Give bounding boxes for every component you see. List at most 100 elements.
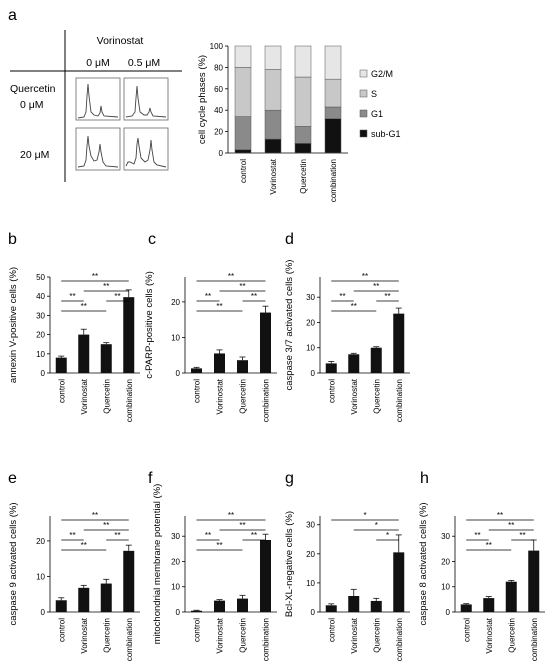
y-tick-label: 0	[219, 149, 224, 158]
bar	[214, 600, 225, 612]
y-tick-label: 10	[171, 333, 180, 342]
x-tick-label: Vorinostat	[350, 378, 359, 414]
y-tick-label: 50	[36, 273, 45, 282]
x-tick-label: combination	[262, 618, 271, 661]
y-tick-label: 20	[306, 318, 315, 327]
y-tick-label: 10	[36, 350, 45, 359]
bar-segment	[324, 45, 342, 80]
y-tick-label: 60	[214, 85, 223, 94]
bar-segment	[294, 126, 312, 144]
x-tick-label: control	[327, 379, 336, 403]
y-tick-label: 20	[36, 331, 45, 340]
bar	[78, 334, 90, 373]
bar-segment	[324, 118, 342, 154]
y-tick-label: 0	[41, 608, 46, 617]
x-tick-label: control	[327, 618, 336, 642]
flow-col-label-0: 0 μM	[86, 57, 110, 69]
y-axis-label: Bcl-XL-negative cells (%)	[284, 511, 295, 617]
flow-histogram-vorinostat	[123, 77, 169, 121]
x-tick-label: Vorinostat	[269, 158, 278, 194]
bar	[528, 550, 540, 612]
y-tick-label: 30	[171, 532, 180, 541]
bar-segment	[234, 67, 252, 117]
y-tick-label: 10	[171, 583, 180, 592]
significance-label: **	[103, 282, 109, 291]
x-tick-label: control	[57, 618, 66, 642]
chart-panel-e: 0 10 20 caspase 9 activated cells (%) contro…	[8, 502, 140, 661]
y-tick-label: 30	[441, 532, 450, 541]
significance-label: **	[69, 292, 75, 301]
bar	[348, 596, 360, 612]
y-axis-label: cell cycle phases (%)	[197, 55, 208, 144]
significance-label: **	[239, 282, 245, 291]
bar-segment	[234, 149, 252, 154]
x-tick-label: control	[239, 159, 248, 183]
legend-label: S	[371, 89, 377, 99]
y-tick-label: 30	[36, 311, 45, 320]
chart-panel-f: 0 10 20 30 mitochondrial membrane potential …	[152, 484, 277, 661]
flow-row-label-1: 20 μM	[20, 149, 49, 161]
x-tick-label: Quercetin	[102, 379, 111, 414]
x-tick-label: control	[462, 618, 471, 642]
x-tick-label: Vorinostat	[216, 617, 225, 653]
y-tick-label: 100	[210, 42, 224, 51]
x-tick-label: combination	[262, 379, 271, 422]
flow-row-title: Quercetin	[10, 83, 56, 95]
significance-label: **	[497, 511, 503, 520]
significance-label: **	[228, 511, 234, 520]
bar	[123, 550, 135, 612]
y-tick-label: 40	[214, 106, 223, 115]
y-tick-label: 20	[36, 537, 45, 546]
x-tick-label: Vorinostat	[80, 617, 89, 653]
x-tick-label: control	[57, 379, 66, 403]
significance-label: **	[362, 272, 368, 281]
x-tick-label: Quercetin	[299, 159, 308, 194]
y-tick-label: 10	[306, 579, 315, 588]
y-axis-label: caspase 8 activated cells (%)	[418, 502, 429, 625]
panel-letter-a: a	[8, 7, 17, 24]
chart-panel-g: 0 10 20 30 Bcl-XL-negative cells (%) control V…	[284, 511, 410, 661]
bar-segment	[294, 76, 312, 127]
y-tick-label: 20	[214, 128, 223, 137]
bar-segment	[294, 45, 312, 78]
flow-histogram-quercetin	[75, 127, 121, 171]
legend-swatch	[359, 129, 368, 138]
bar-segment	[234, 116, 252, 151]
chart-panel-h: 0 10 20 30 caspase 8 activated cells (%) cont…	[418, 502, 545, 661]
significance-label: **	[351, 302, 357, 311]
significance-label: **	[508, 521, 514, 530]
significance-label: **	[114, 292, 120, 301]
bar	[505, 581, 517, 612]
bar	[237, 360, 248, 373]
y-axis-label: mitochondrial membrane potential (%)	[152, 484, 163, 645]
bar	[325, 363, 337, 373]
flow-col-label-1: 0.5 μM	[128, 57, 160, 69]
flow-col-title: Vorinostat	[97, 35, 144, 47]
flow-row-label-0: 0 μM	[20, 99, 44, 111]
flow-histogram-combination	[123, 127, 169, 171]
y-tick-label: 0	[311, 608, 316, 617]
chart-panel-b: 0 10 20 30 40 50 annexin V-positive cells (%) c…	[8, 267, 140, 422]
bar	[237, 598, 248, 612]
y-tick-label: 40	[36, 292, 45, 301]
panel-letter-g: g	[285, 470, 294, 487]
significance-label: *	[375, 521, 378, 530]
x-tick-label: combination	[395, 618, 404, 661]
bar	[214, 353, 225, 373]
panel-letter-d: d	[285, 231, 294, 248]
y-axis-label: annexin V-positive cells (%)	[8, 267, 19, 383]
y-tick-label: 10	[36, 572, 45, 581]
y-tick-label: 0	[176, 608, 181, 617]
bar-segment	[324, 106, 342, 120]
bar	[460, 604, 472, 612]
y-tick-label: 0	[311, 369, 316, 378]
legend-label: G2/M	[371, 69, 393, 79]
x-tick-label: combination	[125, 618, 134, 661]
y-tick-label: 20	[171, 557, 180, 566]
x-tick-label: Quercetin	[239, 379, 248, 414]
bar-segment	[264, 69, 282, 111]
significance-label: **	[216, 541, 222, 550]
